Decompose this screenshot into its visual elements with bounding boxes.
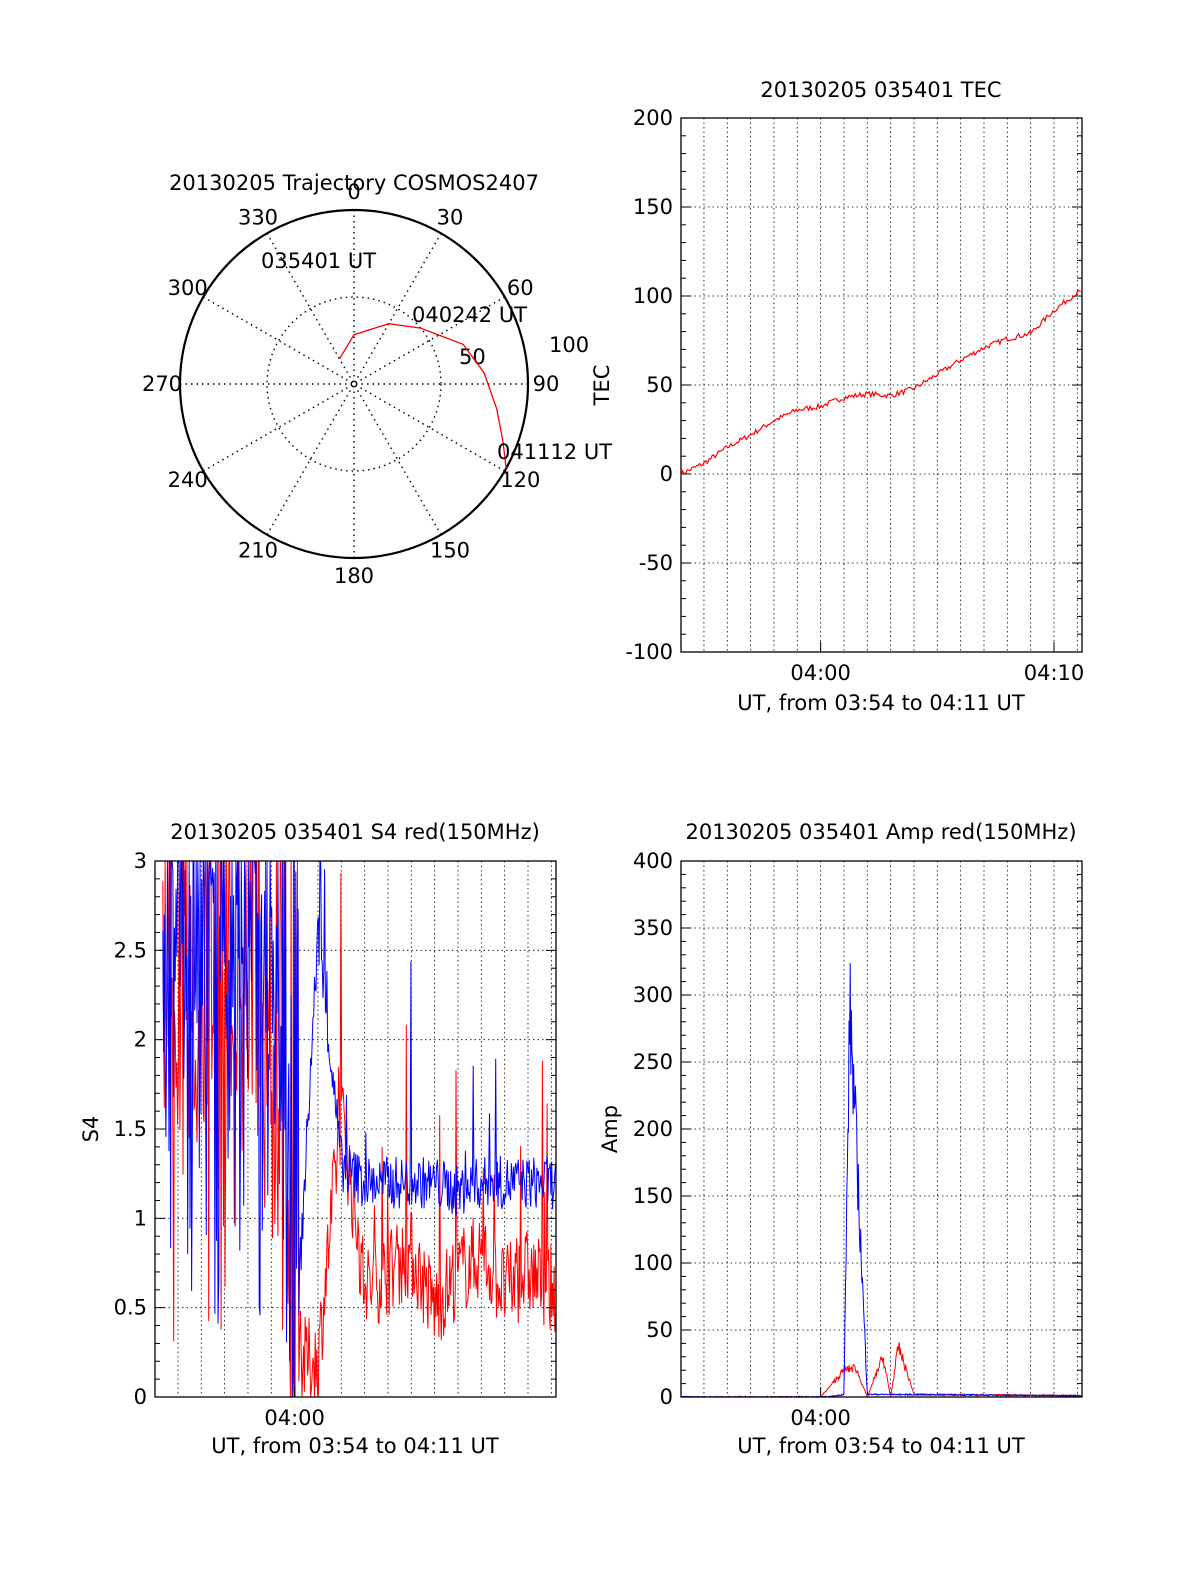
polar-outer-ring xyxy=(178,208,530,560)
s4-x-tick-labels: 04:00 xyxy=(264,1406,325,1430)
azimuth-label: 30 xyxy=(437,206,464,230)
tec-minor-ticks xyxy=(681,117,1082,653)
polar-panel: 20130205 Trajectory COSMOS2407 0 30 60 90 12… xyxy=(142,171,612,588)
s4-y-tick-label: 2 xyxy=(134,1028,147,1052)
tec-y-label: TEC xyxy=(590,365,614,407)
azimuth-label: 60 xyxy=(507,276,534,300)
s4-series-red xyxy=(162,860,557,1398)
amp-y-tick-label: 300 xyxy=(633,983,673,1007)
amp-y-tick-label: 350 xyxy=(633,916,673,940)
track-mid-time: 040242 UT xyxy=(412,303,527,327)
azimuth-label: 330 xyxy=(238,206,278,230)
tec-x-tick-labels: 04:00 04:10 xyxy=(790,661,1084,685)
amp-y-tick-label: 50 xyxy=(646,1318,673,1342)
polar-title: 20130205 Trajectory COSMOS2407 xyxy=(169,171,539,195)
s4-panel: 20130205 035401 S4 red(150MHz) 3 2.5 2 1.5 1… xyxy=(79,820,557,1458)
azimuth-label: 270 xyxy=(142,372,182,396)
tec-plot-frame xyxy=(680,117,1083,653)
s4-title: 20130205 035401 S4 red(150MHz) xyxy=(170,820,540,844)
amp-series-red xyxy=(680,1342,1083,1398)
s4-y-tick-label: 2.5 xyxy=(114,938,147,962)
tec-y-tick-label: 200 xyxy=(633,106,673,130)
amp-y-tick-labels: 400 350 300 250 200 150 100 50 0 xyxy=(633,849,673,1409)
polar-ring-label-100: 100 xyxy=(549,333,589,357)
tec-grid xyxy=(681,117,1082,653)
s4-y-tick-label: 1 xyxy=(134,1206,147,1230)
amp-title: 20130205 035401 Amp red(150MHz) xyxy=(685,820,1076,844)
s4-x-tick-label: 04:00 xyxy=(264,1406,325,1430)
s4-y-tick-label: 0.5 xyxy=(114,1296,147,1320)
trajectory-track xyxy=(338,323,507,469)
polar-azimuth-labels: 0 30 60 90 120 150 180 210 240 270 300 330 xyxy=(142,180,559,588)
s4-y-tick-label: 1.5 xyxy=(114,1117,147,1141)
amp-minor-ticks xyxy=(681,860,1082,1398)
tec-y-tick-label: -50 xyxy=(639,551,673,575)
s4-y-tick-label: 0 xyxy=(134,1385,147,1409)
polar-spoke-150 xyxy=(266,232,442,536)
azimuth-label: 240 xyxy=(168,468,208,492)
s4-y-tick-labels: 3 2.5 2 1.5 1 0.5 0 xyxy=(114,849,147,1409)
tec-x-label: UT, from 03:54 to 04:11 UT xyxy=(737,691,1025,715)
amp-plot-frame xyxy=(680,860,1083,1398)
amp-grid xyxy=(681,860,1082,1398)
tec-panel: 20130205 035401 TEC 200150100500-50-100 … xyxy=(590,78,1084,715)
tec-y-tick-label: 0 xyxy=(660,462,673,486)
tec-title: 20130205 035401 TEC xyxy=(760,78,1001,102)
amp-y-tick-label: 250 xyxy=(633,1050,673,1074)
azimuth-label: 180 xyxy=(334,564,374,588)
tec-y-tick-label: 50 xyxy=(646,373,673,397)
tec-y-tick-labels: 200 150 100 50 0 -50 -100 xyxy=(625,106,673,664)
polar-grid xyxy=(180,210,528,558)
amp-y-label: Amp xyxy=(598,1105,622,1153)
amp-x-tick-label: 04:00 xyxy=(790,1406,851,1430)
amp-series-blue xyxy=(680,963,1083,1398)
azimuth-label: 120 xyxy=(500,468,540,492)
polar-ring-0 xyxy=(266,296,442,472)
tec-y-tick-label: 150 xyxy=(633,195,673,219)
amp-y-tick-label: 200 xyxy=(633,1117,673,1141)
azimuth-label: 150 xyxy=(430,538,470,562)
amp-x-label: UT, from 03:54 to 04:11 UT xyxy=(737,1434,1025,1458)
track-start-time: 035401 UT xyxy=(261,249,376,273)
azimuth-label: 0 xyxy=(347,180,360,204)
amp-y-tick-label: 100 xyxy=(633,1251,673,1275)
amp-x-tick-labels: 04:00 xyxy=(790,1406,851,1430)
amp-panel: 20130205 035401 Amp red(150MHz) 400 350 30… xyxy=(598,820,1083,1458)
tec-x-tick-label: 04:00 xyxy=(790,661,851,685)
s4-y-label: S4 xyxy=(79,1116,103,1143)
polar-spoke-30 xyxy=(266,232,442,536)
azimuth-label: 210 xyxy=(238,538,278,562)
s4-x-label: UT, from 03:54 to 04:11 UT xyxy=(211,1434,499,1458)
s4-minor-ticks xyxy=(155,860,556,1398)
tec-x-tick-label: 04:10 xyxy=(1024,661,1085,685)
s4-y-tick-label: 3 xyxy=(134,849,147,873)
tec-series-red xyxy=(680,289,1081,477)
amp-y-tick-label: 400 xyxy=(633,849,673,873)
azimuth-label: 300 xyxy=(168,276,208,300)
tec-y-tick-label: -100 xyxy=(625,640,673,664)
azimuth-label: 90 xyxy=(533,372,560,396)
s4-series-blue xyxy=(162,860,557,1398)
amp-y-tick-label: 150 xyxy=(633,1184,673,1208)
track-end-time: 041112 UT xyxy=(497,440,612,464)
tec-y-tick-label: 100 xyxy=(633,284,673,308)
amp-y-tick-label: 0 xyxy=(660,1385,673,1409)
